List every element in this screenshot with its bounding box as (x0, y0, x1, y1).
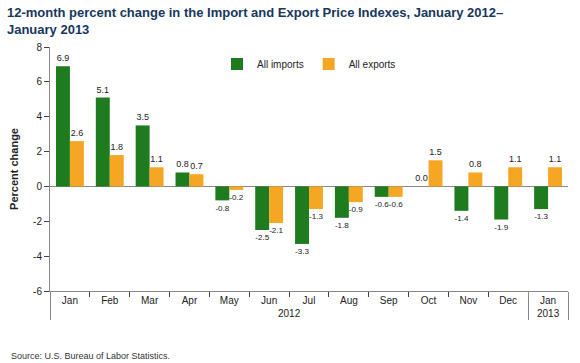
svg-text:May: May (220, 295, 239, 306)
svg-text:Oct: Oct (421, 295, 437, 306)
svg-text:Jan: Jan (540, 295, 556, 306)
svg-text:-0.6: -0.6 (375, 200, 389, 209)
svg-text:-0.9: -0.9 (349, 205, 363, 214)
svg-text:-2: -2 (33, 216, 42, 227)
svg-text:All imports: All imports (257, 59, 304, 70)
svg-text:1.1: 1.1 (549, 154, 562, 164)
svg-text:-1.4: -1.4 (454, 214, 468, 223)
svg-text:-1.9: -1.9 (494, 223, 508, 232)
svg-text:0: 0 (36, 181, 42, 192)
svg-text:2: 2 (36, 146, 42, 157)
svg-text:0.8: 0.8 (469, 159, 482, 169)
svg-text:0.0: 0.0 (415, 173, 428, 183)
svg-text:3.5: 3.5 (136, 112, 149, 122)
svg-text:6: 6 (36, 76, 42, 87)
svg-text:Source: U.S. Bureau of Labor S: Source: U.S. Bureau of Labor Statistics. (11, 351, 170, 361)
svg-text:Jun: Jun (261, 295, 277, 306)
svg-text:-0.6: -0.6 (389, 200, 403, 209)
svg-text:5.1: 5.1 (97, 85, 110, 95)
svg-text:-1.3: -1.3 (534, 212, 548, 221)
svg-text:Percent change: Percent change (8, 128, 20, 210)
svg-text:-6: -6 (33, 286, 42, 297)
svg-text:-1.3: -1.3 (309, 212, 323, 221)
svg-text:1.1: 1.1 (150, 154, 163, 164)
svg-text:Apr: Apr (182, 295, 198, 306)
svg-text:-2.5: -2.5 (255, 233, 269, 242)
svg-text:0.8: 0.8 (176, 159, 189, 169)
svg-text:Nov: Nov (459, 295, 477, 306)
svg-text:-0.2: -0.2 (229, 193, 243, 202)
svg-text:All exports: All exports (349, 59, 396, 70)
svg-text:1.5: 1.5 (429, 147, 442, 157)
svg-text:-2.1: -2.1 (269, 226, 283, 235)
svg-text:8: 8 (36, 42, 42, 53)
svg-text:-3.3: -3.3 (295, 247, 309, 256)
svg-text:12-month percent change in the: 12-month percent change in the Import an… (7, 5, 503, 37)
svg-text:Mar: Mar (141, 295, 159, 306)
svg-text:6.9: 6.9 (57, 53, 70, 63)
svg-text:4: 4 (36, 111, 42, 122)
svg-text:-1.8: -1.8 (335, 221, 349, 230)
svg-text:Jan: Jan (62, 295, 78, 306)
svg-text:-4: -4 (33, 251, 42, 262)
svg-text:1.8: 1.8 (110, 142, 123, 152)
svg-text:Sep: Sep (380, 295, 398, 306)
svg-text:2012: 2012 (278, 308, 301, 319)
svg-text:Jul: Jul (303, 295, 316, 306)
svg-text:1.1: 1.1 (509, 154, 522, 164)
svg-text:Feb: Feb (101, 295, 119, 306)
svg-text:Aug: Aug (340, 295, 358, 306)
svg-text:0.7: 0.7 (190, 161, 203, 171)
svg-text:Dec: Dec (499, 295, 517, 306)
svg-text:2.6: 2.6 (71, 128, 84, 138)
svg-text:-0.8: -0.8 (215, 204, 229, 213)
svg-text:2013: 2013 (537, 308, 560, 319)
